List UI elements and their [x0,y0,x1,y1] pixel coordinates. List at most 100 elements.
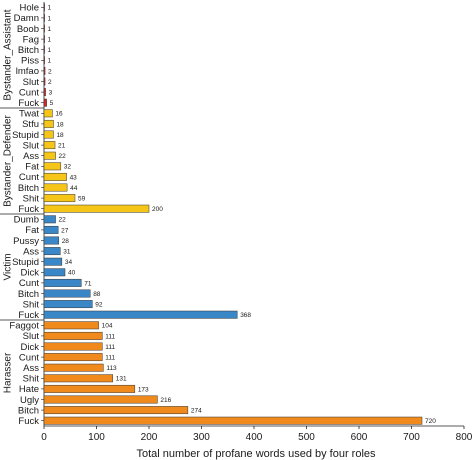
bar [43,278,82,287]
bar [43,257,63,266]
category-label: Cunt [19,87,39,98]
category-label: Bitch [18,405,39,416]
category-label: Dick [21,268,40,279]
data-label: 92 [95,302,103,309]
bar [43,247,61,256]
bar [43,162,62,171]
bar [43,406,189,415]
data-label: 216 [160,397,171,404]
data-label: 173 [138,386,149,393]
x-tick-label: 0 [41,432,47,443]
bar [43,225,59,234]
category-label: Fat [25,162,39,173]
bar [43,151,56,160]
x-tick-label: 800 [456,432,473,443]
bar [43,300,93,309]
bar [43,183,68,192]
data-label: 1 [48,47,52,54]
data-label: 88 [93,291,101,298]
data-label: 104 [102,323,113,330]
category-label: Fag [23,34,39,45]
bar [43,98,47,107]
x-tick-label: 500 [298,432,315,443]
bar [43,109,53,118]
category-label: Hole [19,3,39,14]
data-label: 16 [55,111,63,118]
bar [43,24,45,33]
category-label: Fuck [18,416,39,427]
data-label: 27 [61,227,69,234]
bar [43,384,136,393]
category-label: Dumb [14,215,39,226]
bar [43,236,59,245]
category-label: Slut [23,77,40,88]
data-label: 200 [152,206,163,213]
category-label: Dick [21,342,40,353]
data-label: 720 [425,418,436,425]
bar [43,204,150,213]
bar [43,215,56,224]
bar [43,3,45,12]
category-label: Fuck [18,310,39,321]
category-label: Cunt [19,352,39,363]
data-label: 1 [48,15,52,22]
bar [43,56,45,65]
category-label: Twat [19,109,39,120]
bar [43,45,45,54]
data-label: 28 [62,238,70,245]
category-label: Fuck [18,98,39,109]
category-label: Boob [17,24,39,35]
bar [43,119,54,128]
bar [43,395,158,404]
data-label: 274 [191,408,202,415]
bar [43,88,46,97]
group-label: Bystander_Defender [3,114,14,206]
bar [43,289,91,298]
data-label: 113 [106,365,117,372]
x-tick-label: 300 [193,432,210,443]
data-label: 31 [63,249,71,256]
bar [43,363,104,372]
x-tick-label: 100 [88,432,105,443]
x-tick-label: 200 [141,432,158,443]
bar [43,13,45,22]
data-label: 1 [48,26,52,33]
category-label: Fat [25,225,39,236]
data-label: 18 [56,121,64,128]
category-label: Stupid [12,257,39,268]
data-label: 111 [105,355,115,362]
data-label: 1 [48,37,52,44]
category-label: Slut [23,331,40,342]
data-label: 2 [48,68,52,75]
data-label: 18 [56,132,64,139]
data-label: 44 [70,185,78,192]
category-label: Hate [19,384,39,395]
data-label: 1 [48,58,52,65]
data-label: 2 [48,79,52,86]
bar [43,35,45,44]
data-label: 1 [48,5,52,12]
data-label: 22 [59,153,67,160]
category-label: Stfu [22,119,39,130]
x-tick-label: 400 [246,432,263,443]
bar [43,310,238,319]
category-label: Piss [21,56,39,67]
category-label: Fuck [18,204,39,215]
data-label: 22 [59,217,67,224]
data-label: 40 [68,270,76,277]
bar [43,130,54,139]
data-label: 32 [64,164,72,171]
category-label: Slut [23,140,40,151]
data-label: 59 [78,196,86,203]
data-label: 34 [65,259,73,266]
bar [43,172,67,181]
bar [43,331,103,340]
category-label: Bitch [18,45,39,56]
bar [43,141,56,150]
category-label: Ass [23,246,39,257]
category-label: Bitch [18,289,39,300]
data-label: 43 [70,174,78,181]
category-label: Ass [23,363,39,374]
data-label: 5 [50,100,54,107]
